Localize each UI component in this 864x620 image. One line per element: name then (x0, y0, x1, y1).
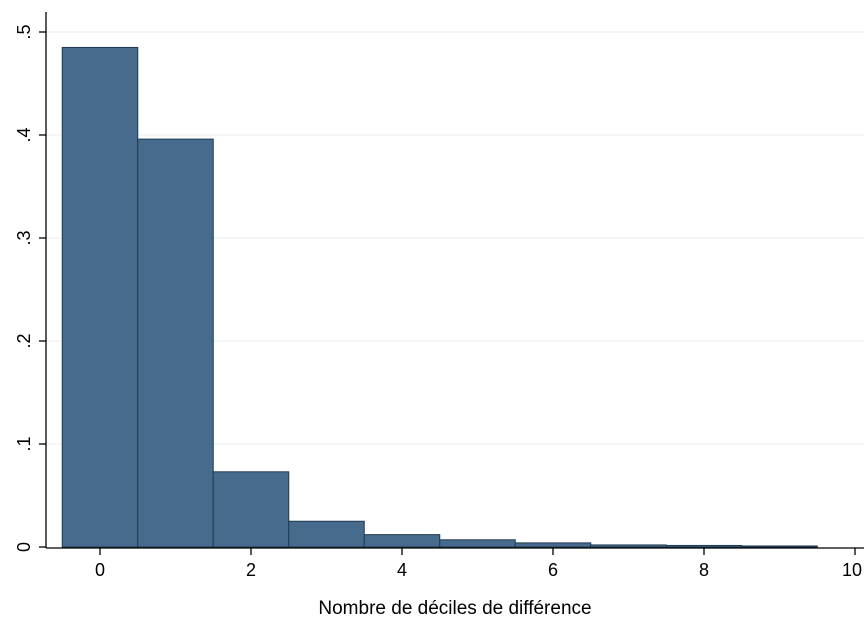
x-tick-label: 8 (699, 560, 709, 580)
histogram-bar (665, 544, 743, 548)
tick-labels: 0 .1 .2 .3 .4 .5 0 2 4 6 8 10 (14, 24, 862, 580)
histogram-bar (363, 534, 441, 548)
histogram-bars (61, 46, 818, 548)
histogram-bar (590, 544, 667, 548)
x-tick-label: 2 (246, 560, 256, 580)
histogram-bar (514, 542, 592, 548)
axes (45, 12, 864, 549)
histogram-bar (439, 539, 516, 548)
y-tick-label: .1 (14, 436, 34, 451)
x-tick-label: 4 (397, 560, 407, 580)
y-tick-label: .2 (14, 333, 34, 348)
histogram-bar (212, 471, 290, 548)
x-tick-label: 0 (95, 560, 105, 580)
x-axis-title: Nombre de déciles de différence (318, 598, 591, 619)
x-tick-label: 6 (548, 560, 558, 580)
histogram-bar (741, 545, 818, 548)
x-tick-label: 10 (842, 560, 862, 580)
histogram-bar (61, 46, 139, 548)
histogram-bar (288, 520, 365, 548)
y-tick-label: 0 (14, 542, 34, 552)
histogram-bar (137, 138, 214, 548)
y-tick-label: .4 (14, 127, 34, 142)
y-tick-label: .5 (14, 24, 34, 39)
y-tick-label: .3 (14, 230, 34, 245)
